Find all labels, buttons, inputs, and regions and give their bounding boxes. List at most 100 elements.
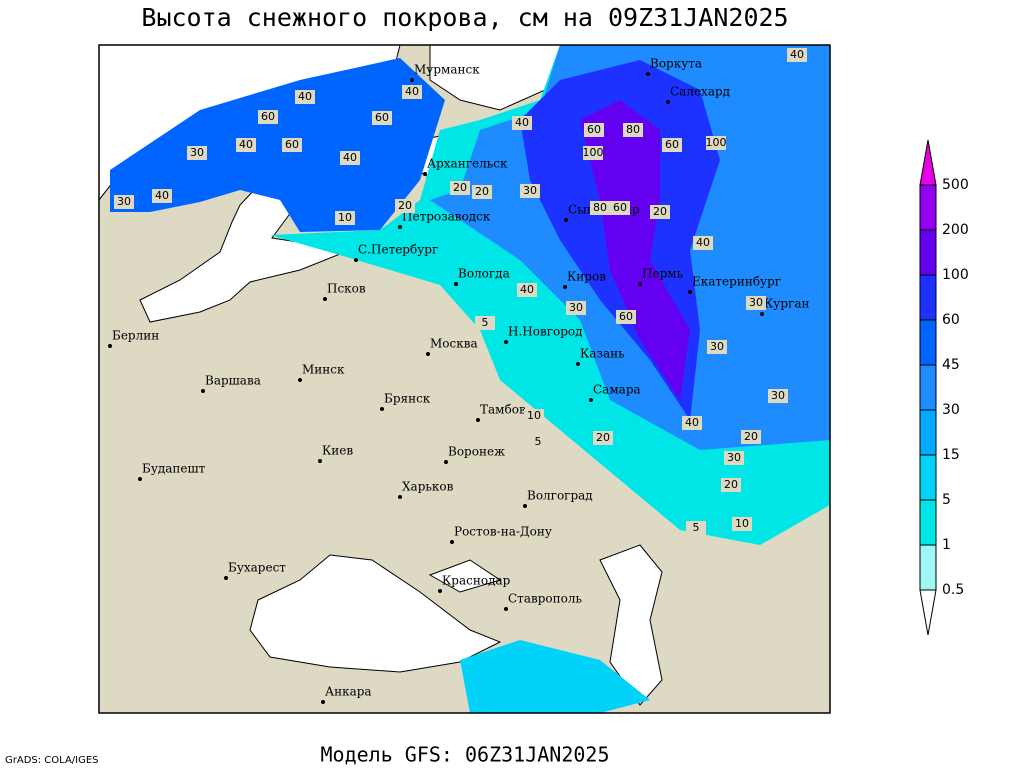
contour-label: 40 xyxy=(685,416,699,429)
contour-label-box xyxy=(450,181,470,195)
contour-label: 60 xyxy=(285,138,299,151)
contour-label: 30 xyxy=(523,184,537,197)
contour-label: 20 xyxy=(653,205,667,218)
city-label: Казань xyxy=(580,347,625,361)
contour-label-box xyxy=(512,116,532,130)
contour-label: 60 xyxy=(587,123,601,136)
legend-label: 15 xyxy=(942,447,960,463)
city-label: Анкара xyxy=(325,685,372,699)
contour-label-box xyxy=(472,185,492,199)
contour-label: 40 xyxy=(405,85,419,98)
contour-label-box xyxy=(682,416,702,430)
city-label: Екатеринбург xyxy=(692,275,781,289)
city-label: Воркута xyxy=(650,57,702,71)
city-label: Архангельск xyxy=(427,157,508,171)
city-dot xyxy=(398,225,402,229)
contour-label-box xyxy=(650,205,670,219)
city-label: Вологда xyxy=(458,267,510,281)
contour-label: 10 xyxy=(338,211,352,224)
legend-label: 100 xyxy=(942,267,969,283)
snow-area xyxy=(580,100,690,400)
city-label: Пермь xyxy=(642,267,684,281)
city-dot xyxy=(504,607,508,611)
contour-label: 30 xyxy=(727,451,741,464)
contour-label-box xyxy=(584,123,604,137)
legend-swatch xyxy=(919,274,937,321)
contour-label-box xyxy=(566,301,586,315)
contour-label-box xyxy=(583,146,603,160)
city-label: Берлин xyxy=(112,329,159,343)
city-dot xyxy=(108,344,112,348)
contour-label: 20 xyxy=(398,199,412,212)
contour-label-box xyxy=(295,90,315,104)
contour-label-box xyxy=(616,310,636,324)
city-label: Бухарест xyxy=(228,561,286,575)
contour-label: 60 xyxy=(375,111,389,124)
legend-label: 1 xyxy=(942,537,951,553)
contour-label: 20 xyxy=(596,431,610,444)
city-dot xyxy=(666,100,670,104)
city-dot xyxy=(224,576,228,580)
contour-label: 10 xyxy=(527,409,541,422)
contour-label-box xyxy=(258,110,278,124)
contour-label-box xyxy=(340,151,360,165)
contour-label: 20 xyxy=(453,181,467,194)
contour-label: 40 xyxy=(155,189,169,202)
city-dot xyxy=(450,540,454,544)
contour-label-box xyxy=(741,430,761,444)
contour-label: 60 xyxy=(613,201,627,214)
contour-label: 40 xyxy=(790,48,804,61)
contour-label: 20 xyxy=(724,478,738,491)
contour-label: 10 xyxy=(735,517,749,530)
contour-label: 80 xyxy=(593,201,607,214)
city-dot xyxy=(438,589,442,593)
city-label: Ставрополь xyxy=(508,592,582,606)
city-label: Тамбов xyxy=(480,403,526,417)
contour-label: 20 xyxy=(744,430,758,443)
legend-swatch xyxy=(919,499,937,546)
city-label: Псков xyxy=(327,282,366,296)
legend-arrow-high xyxy=(919,139,937,186)
city-dot xyxy=(589,398,593,402)
legend-swatch xyxy=(919,364,937,411)
map-frame xyxy=(98,44,831,714)
contour-label-box xyxy=(282,138,302,152)
seas xyxy=(99,45,663,706)
city-dot xyxy=(298,378,302,382)
contour-label: 40 xyxy=(515,116,529,129)
contour-label-box xyxy=(662,138,682,152)
city-dot xyxy=(138,477,142,481)
city-label: Москва xyxy=(430,337,478,351)
model-label: Модель GFS: 06Z31JAN2025 xyxy=(321,743,610,767)
contour-label-box xyxy=(152,189,172,203)
contour-label-box xyxy=(524,409,544,423)
contour-label-box xyxy=(732,517,752,531)
contour-label: 30 xyxy=(749,296,763,309)
contour-label: 20 xyxy=(475,185,489,198)
contour-label-box xyxy=(787,48,807,62)
legend-arrow-low xyxy=(919,589,937,636)
city-label: Самара xyxy=(593,383,641,397)
city-label: Варшава xyxy=(205,374,261,388)
city-dot xyxy=(380,407,384,411)
contour-label-box xyxy=(746,296,766,310)
map xyxy=(99,45,830,713)
legend-swatch xyxy=(919,454,937,501)
title: Высота снежного покрова, см на 09Z31JAN2… xyxy=(141,3,788,32)
contour-label: 5 xyxy=(482,316,489,329)
city-dot xyxy=(354,258,358,262)
city-dot xyxy=(318,459,322,463)
credit: GrADS: COLA/IGES xyxy=(5,755,99,766)
contour-label-box xyxy=(335,211,355,225)
contour-label-box xyxy=(475,316,495,330)
contour-label: 40 xyxy=(343,151,357,164)
snow-area xyxy=(110,58,445,232)
contour-label-box xyxy=(528,435,548,449)
contour-label: 30 xyxy=(569,301,583,314)
legend-label: 200 xyxy=(942,222,969,238)
contour-label: 60 xyxy=(619,310,633,323)
contour-label: 30 xyxy=(771,389,785,402)
contour-label: 100 xyxy=(706,136,727,149)
city-dot xyxy=(688,290,692,294)
